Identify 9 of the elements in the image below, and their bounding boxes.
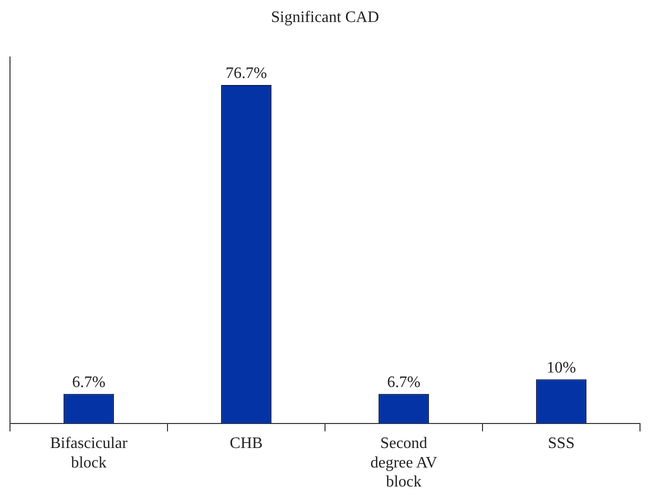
data-label: 6.7% <box>387 374 420 392</box>
chart-title: Significant CAD <box>271 8 379 26</box>
data-label: 6.7% <box>72 374 106 392</box>
x-tick-label: SSS <box>548 435 575 452</box>
x-tick-label: Bifascicular block <box>50 435 128 472</box>
data-label: 10% <box>546 359 576 376</box>
data-label: 76.7% <box>226 65 267 82</box>
x-tick-label: CHB <box>230 435 263 452</box>
x-tick-label: Second degree AV block <box>370 435 438 491</box>
